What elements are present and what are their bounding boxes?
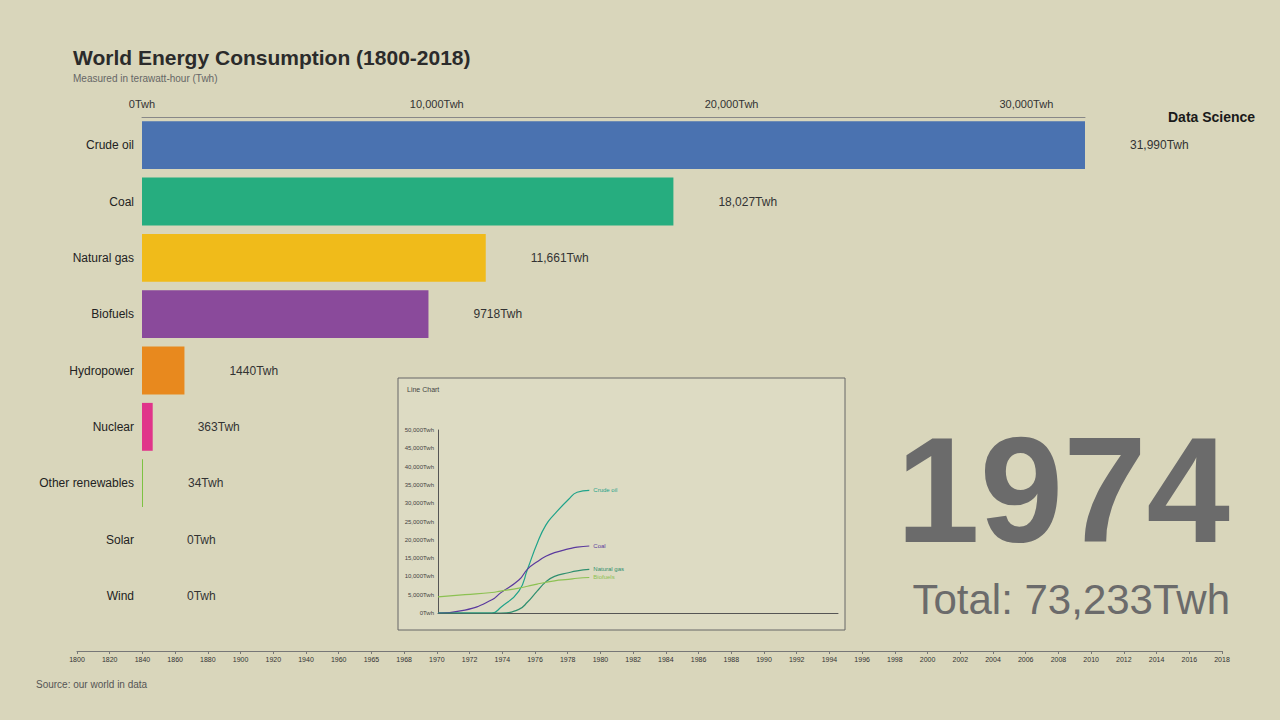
svg-text:2000: 2000: [920, 656, 936, 663]
svg-text:Natural gas: Natural gas: [593, 566, 624, 572]
svg-text:Solar: Solar: [106, 533, 134, 547]
svg-text:World Energy Consumption (1800: World Energy Consumption (1800-2018): [73, 46, 471, 69]
svg-text:2014: 2014: [1149, 656, 1165, 663]
svg-text:Total: 73,233Twh: Total: 73,233Twh: [912, 576, 1230, 623]
svg-text:Coal: Coal: [109, 195, 134, 209]
svg-text:1982: 1982: [625, 656, 641, 663]
svg-text:0Twh: 0Twh: [420, 610, 434, 616]
svg-text:Measured in terawatt-hour (Twh: Measured in terawatt-hour (Twh): [73, 73, 218, 84]
svg-text:10,000Twh: 10,000Twh: [410, 98, 464, 110]
svg-text:1920: 1920: [265, 656, 281, 663]
svg-text:2006: 2006: [1018, 656, 1034, 663]
svg-text:20,000Twh: 20,000Twh: [705, 98, 759, 110]
svg-text:2010: 2010: [1083, 656, 1099, 663]
svg-text:1820: 1820: [102, 656, 118, 663]
svg-text:2008: 2008: [1051, 656, 1067, 663]
svg-text:11,661Twh: 11,661Twh: [531, 251, 589, 265]
svg-text:Wind: Wind: [107, 589, 134, 603]
svg-text:1974: 1974: [494, 656, 510, 663]
svg-text:1968: 1968: [396, 656, 412, 663]
svg-text:1988: 1988: [723, 656, 739, 663]
svg-text:50,000Twh: 50,000Twh: [405, 427, 434, 433]
svg-text:1992: 1992: [789, 656, 805, 663]
svg-text:1984: 1984: [658, 656, 674, 663]
svg-text:1990: 1990: [756, 656, 772, 663]
svg-text:30,000Twh: 30,000Twh: [405, 500, 434, 506]
svg-text:25,000Twh: 25,000Twh: [405, 519, 434, 525]
svg-text:30,000Twh: 30,000Twh: [999, 98, 1053, 110]
svg-text:1994: 1994: [822, 656, 838, 663]
svg-text:Source: our world in data: Source: our world in data: [36, 679, 148, 690]
svg-text:2012: 2012: [1116, 656, 1132, 663]
svg-text:1976: 1976: [527, 656, 543, 663]
svg-text:Biofuels: Biofuels: [91, 307, 134, 321]
svg-text:1860: 1860: [167, 656, 183, 663]
svg-text:0Twh: 0Twh: [187, 589, 216, 603]
svg-text:5,000Twh: 5,000Twh: [408, 592, 434, 598]
svg-text:40,000Twh: 40,000Twh: [405, 464, 434, 470]
svg-text:31,990Twh: 31,990Twh: [1130, 138, 1189, 152]
svg-text:Data Science: Data Science: [1168, 109, 1255, 125]
svg-text:1960: 1960: [331, 656, 347, 663]
svg-text:2002: 2002: [952, 656, 968, 663]
svg-text:1972: 1972: [462, 656, 478, 663]
svg-text:1996: 1996: [854, 656, 870, 663]
svg-text:Crude oil: Crude oil: [86, 138, 134, 152]
svg-text:2016: 2016: [1181, 656, 1197, 663]
svg-text:2018: 2018: [1214, 656, 1230, 663]
svg-text:10,000Twh: 10,000Twh: [405, 573, 434, 579]
svg-text:Hydropower: Hydropower: [69, 364, 134, 378]
svg-text:1965: 1965: [364, 656, 380, 663]
svg-text:45,000Twh: 45,000Twh: [405, 445, 434, 451]
svg-text:Biofuels: Biofuels: [593, 574, 614, 580]
svg-text:15,000Twh: 15,000Twh: [405, 555, 434, 561]
svg-text:1974: 1974: [896, 406, 1230, 574]
svg-text:35,000Twh: 35,000Twh: [405, 482, 434, 488]
svg-text:1998: 1998: [887, 656, 903, 663]
svg-text:34Twh: 34Twh: [188, 476, 223, 490]
svg-text:0Twh: 0Twh: [187, 533, 216, 547]
svg-text:1900: 1900: [233, 656, 249, 663]
svg-text:1840: 1840: [135, 656, 151, 663]
svg-text:1978: 1978: [560, 656, 576, 663]
svg-text:Line Chart: Line Chart: [407, 386, 439, 393]
svg-text:Nuclear: Nuclear: [93, 420, 134, 434]
svg-text:0Twh: 0Twh: [129, 98, 155, 110]
svg-text:Other renewables: Other renewables: [39, 476, 134, 490]
svg-text:1940: 1940: [298, 656, 314, 663]
svg-text:Coal: Coal: [593, 543, 605, 549]
svg-text:363Twh: 363Twh: [198, 420, 240, 434]
svg-text:20,000Twh: 20,000Twh: [405, 537, 434, 543]
svg-text:1440Twh: 1440Twh: [229, 364, 278, 378]
svg-text:18,027Twh: 18,027Twh: [718, 195, 777, 209]
svg-text:1970: 1970: [429, 656, 445, 663]
svg-text:1800: 1800: [69, 656, 85, 663]
svg-text:1986: 1986: [691, 656, 707, 663]
svg-text:Crude oil: Crude oil: [593, 487, 617, 493]
svg-text:9718Twh: 9718Twh: [473, 307, 522, 321]
svg-text:2004: 2004: [985, 656, 1001, 663]
svg-text:1880: 1880: [200, 656, 216, 663]
svg-text:1980: 1980: [593, 656, 609, 663]
svg-text:Natural gas: Natural gas: [73, 251, 134, 265]
